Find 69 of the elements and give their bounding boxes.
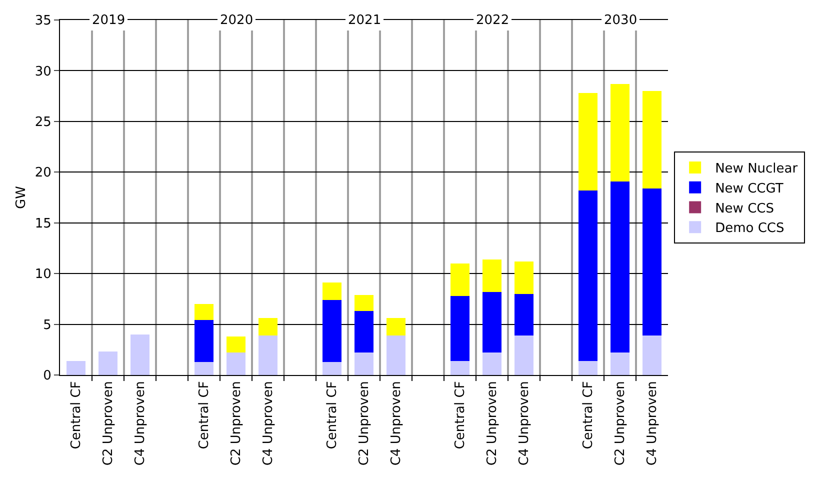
bar [322,362,342,375]
x-tick-label: Central CF [69,381,84,450]
y-tick-label: 15 [34,216,52,232]
bar [194,362,214,375]
x-tick-label: Central CF [453,381,468,450]
bar [450,360,470,375]
y-tick-label: 30 [34,64,52,80]
annotation: 2022 [476,13,510,28]
legend-label: Demo CCS [715,221,784,236]
y-tick-label: 35 [34,14,52,29]
legend-label: New Nuclear [715,162,798,177]
bar [450,263,470,296]
x-tick-label: C4 Unproven [517,381,532,466]
bar [130,334,150,375]
y-tick-label: 5 [43,318,52,333]
legend-label: New CCS [715,201,774,216]
x-tick-label: Central CF [197,381,212,450]
annotation: 2019 [92,13,126,28]
annotation: 2021 [348,13,382,28]
x-tick-label: C4 Unproven [261,381,276,466]
bar [610,84,630,182]
bar [642,91,662,188]
bar [514,261,534,294]
bar [514,294,534,336]
x-tick-label: C2 Unproven [101,381,116,466]
bar [354,294,374,312]
bar [386,335,406,375]
bar [258,335,278,375]
bar [482,259,502,292]
x-tick-label: C4 Unproven [645,381,660,466]
y-tick-label: 10 [34,267,52,282]
x-tick-label: C4 Unproven [389,381,404,466]
bar [578,93,598,190]
bar [354,311,374,353]
bar [322,300,342,362]
y-tick-label: 20 [34,166,52,181]
y-axis-title: GW [14,186,29,209]
x-tick-label: C2 Unproven [229,381,244,466]
x-tick-label: Central CF [325,381,340,450]
bar [226,352,246,375]
bar [578,190,598,361]
annotation: 2030 [604,13,638,28]
legend-label: New CCGT [715,181,784,196]
bar [226,336,246,353]
annotation: 2020 [220,13,254,28]
bar [194,304,214,320]
y-tick-label: 0 [43,368,52,384]
bar [642,335,662,375]
x-tick-label: C2 Unproven [613,381,628,466]
x-tick-label: C2 Unproven [485,381,500,466]
bar [642,188,662,336]
x-tick-label: Central CF [581,381,596,450]
x-tick-label: C2 Unproven [357,381,372,466]
bar [514,335,534,375]
bar [610,181,630,353]
bar [450,296,470,361]
bar [98,352,118,375]
bar [194,320,214,362]
bar [354,352,374,375]
bar [386,318,406,336]
y-tick-label: 25 [34,114,52,130]
bar [578,360,598,375]
x-tick-label: C4 Unproven [133,381,148,466]
bar [482,292,502,353]
bar [482,352,502,375]
bar [322,282,342,300]
bar [258,318,278,336]
bar [66,360,86,375]
bar [610,352,630,375]
